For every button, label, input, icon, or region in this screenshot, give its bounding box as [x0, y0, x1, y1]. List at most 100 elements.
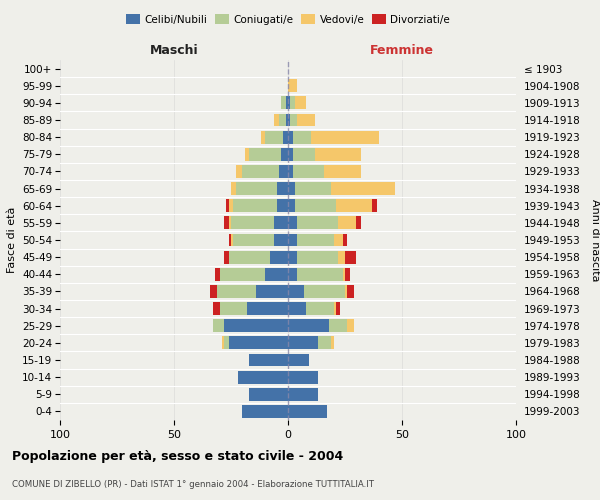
Bar [249, 388, 288, 400]
Bar [306, 302, 334, 315]
Bar [249, 148, 281, 160]
Bar [242, 405, 288, 418]
Bar [317, 336, 331, 349]
Bar [229, 216, 231, 230]
Bar [277, 200, 288, 212]
Bar [274, 114, 279, 126]
Bar [345, 285, 347, 298]
Bar [220, 302, 247, 315]
Bar [290, 96, 295, 110]
Bar [297, 250, 338, 264]
Bar [295, 96, 306, 110]
Bar [222, 336, 224, 349]
Bar [256, 285, 288, 298]
Bar [297, 114, 316, 126]
Text: COMUNE DI ZIBELLO (PR) - Dati ISTAT 1° gennaio 2004 - Elaborazione TUTTITALIA.IT: COMUNE DI ZIBELLO (PR) - Dati ISTAT 1° g… [12, 480, 374, 489]
Bar [288, 234, 297, 246]
Bar [338, 250, 345, 264]
Bar [288, 250, 297, 264]
Bar [224, 216, 229, 230]
Bar [345, 250, 356, 264]
Bar [288, 148, 293, 160]
Bar [288, 130, 293, 143]
Bar [331, 182, 395, 195]
Bar [343, 268, 345, 280]
Bar [213, 302, 220, 315]
Text: Popolazione per età, sesso e stato civile - 2004: Popolazione per età, sesso e stato civil… [12, 450, 343, 463]
Bar [288, 354, 308, 366]
Bar [288, 114, 290, 126]
Bar [373, 200, 377, 212]
Bar [229, 234, 231, 246]
Bar [293, 148, 316, 160]
Bar [260, 130, 265, 143]
Bar [229, 336, 288, 349]
Bar [288, 200, 295, 212]
Bar [295, 200, 336, 212]
Bar [279, 165, 288, 178]
Bar [236, 165, 242, 178]
Bar [231, 216, 274, 230]
Bar [297, 234, 334, 246]
Bar [334, 234, 343, 246]
Bar [231, 234, 233, 246]
Legend: Celibi/Nubili, Coniugati/e, Vedovi/e, Divorziati/e: Celibi/Nubili, Coniugati/e, Vedovi/e, Di… [122, 10, 454, 29]
Bar [249, 354, 288, 366]
Bar [329, 320, 347, 332]
Bar [336, 200, 373, 212]
Bar [304, 285, 345, 298]
Bar [277, 182, 288, 195]
Text: Maschi: Maschi [149, 44, 199, 57]
Bar [224, 320, 288, 332]
Text: Femmine: Femmine [370, 44, 434, 57]
Bar [288, 216, 297, 230]
Bar [226, 200, 229, 212]
Bar [331, 336, 334, 349]
Bar [247, 302, 288, 315]
Bar [316, 148, 361, 160]
Bar [295, 182, 331, 195]
Bar [288, 405, 327, 418]
Bar [231, 182, 236, 195]
Bar [286, 96, 288, 110]
Bar [288, 182, 295, 195]
Bar [356, 216, 361, 230]
Bar [288, 388, 317, 400]
Bar [334, 302, 336, 315]
Bar [215, 268, 220, 280]
Bar [229, 250, 270, 264]
Bar [290, 114, 297, 126]
Bar [265, 130, 283, 143]
Bar [217, 285, 256, 298]
Bar [281, 148, 288, 160]
Bar [220, 268, 265, 280]
Bar [283, 130, 288, 143]
Bar [325, 165, 361, 178]
Bar [288, 268, 297, 280]
Bar [297, 216, 338, 230]
Bar [265, 268, 288, 280]
Bar [288, 96, 290, 110]
Bar [288, 302, 306, 315]
Bar [293, 165, 325, 178]
Bar [274, 216, 288, 230]
Y-axis label: Anni di nascita: Anni di nascita [590, 198, 600, 281]
Bar [281, 96, 286, 110]
Bar [345, 268, 350, 280]
Bar [279, 114, 286, 126]
Bar [297, 268, 343, 280]
Bar [293, 130, 311, 143]
Bar [213, 320, 224, 332]
Bar [336, 302, 340, 315]
Bar [288, 80, 297, 92]
Bar [343, 234, 347, 246]
Bar [288, 336, 317, 349]
Bar [286, 114, 288, 126]
Bar [347, 285, 354, 298]
Bar [229, 200, 233, 212]
Bar [224, 250, 229, 264]
Bar [347, 320, 354, 332]
Bar [245, 148, 249, 160]
Bar [338, 216, 356, 230]
Bar [211, 285, 217, 298]
